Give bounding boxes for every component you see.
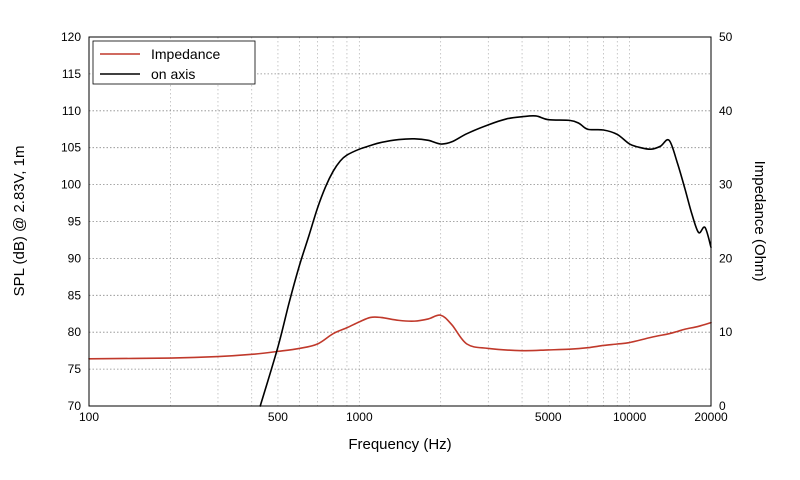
y-tick-label: 80 bbox=[68, 325, 82, 339]
y-tick-label: 115 bbox=[62, 67, 81, 81]
y2-tick-label: 0 bbox=[719, 399, 726, 413]
y-tick-label: 70 bbox=[68, 399, 82, 413]
y-tick-label: 110 bbox=[62, 104, 81, 118]
y2-tick-label: 10 bbox=[719, 325, 733, 339]
x-tick-label: 20000 bbox=[694, 410, 728, 424]
series-layer bbox=[88, 115, 712, 407]
x-tick-label: 10000 bbox=[613, 410, 647, 424]
legend-label-on-axis: on axis bbox=[151, 66, 195, 82]
series-line-impedance bbox=[88, 314, 712, 360]
y-tick-label: 105 bbox=[61, 141, 81, 155]
x-tick-label: 100 bbox=[79, 410, 99, 424]
x-tick-label: 5000 bbox=[535, 410, 562, 424]
y-axis-title: SPL (dB) @ 2.83V, 1m bbox=[11, 146, 28, 297]
x-axis-title: Frequency (Hz) bbox=[348, 436, 451, 453]
x-tick-labels: 100 500 1000 5000 10000 20000 bbox=[79, 410, 728, 424]
y-tick-label: 90 bbox=[68, 251, 82, 265]
y2-tick-label: 50 bbox=[719, 30, 733, 44]
y2-tick-label: 40 bbox=[719, 104, 733, 118]
x-tick-label: 1000 bbox=[346, 410, 373, 424]
grid bbox=[89, 37, 711, 406]
legend: Impedance on axis bbox=[92, 40, 256, 85]
series-line-on-axis bbox=[259, 115, 712, 407]
legend-box bbox=[92, 40, 256, 85]
y2-tick-label: 20 bbox=[719, 251, 733, 265]
y-tick-labels: 70 75 80 85 90 95 100 105 110 115 120 bbox=[61, 30, 81, 413]
plot-frame bbox=[88, 36, 712, 407]
legend-label-impedance: Impedance bbox=[151, 46, 220, 62]
y2-tick-label: 30 bbox=[719, 178, 733, 192]
x-tick-label: 500 bbox=[268, 410, 288, 424]
y2-axis-title: Impedance (Ohm) bbox=[751, 161, 768, 282]
y-tick-label: 120 bbox=[61, 30, 81, 44]
y-tick-label: 85 bbox=[68, 288, 82, 302]
y-tick-label: 75 bbox=[68, 362, 82, 376]
y-tick-label: 100 bbox=[61, 178, 81, 192]
y2-tick-labels: 0 10 20 30 40 50 bbox=[719, 30, 733, 413]
y-tick-label: 95 bbox=[68, 215, 82, 229]
